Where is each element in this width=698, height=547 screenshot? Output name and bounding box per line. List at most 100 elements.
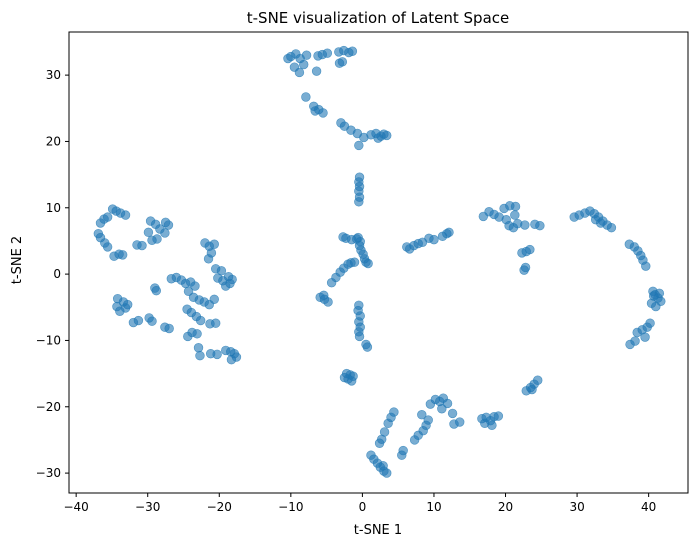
scatter-point: [378, 461, 388, 471]
scatter-point: [651, 301, 661, 312]
scatter-point: [444, 227, 454, 238]
scatter-point: [510, 210, 520, 220]
scatter-point: [442, 398, 453, 409]
scatter-point: [212, 349, 222, 360]
scatter-point: [311, 66, 322, 76]
scatter-point: [192, 329, 202, 339]
scatter-point: [193, 343, 204, 353]
scatter-point: [195, 315, 206, 326]
scatter-point: [417, 410, 427, 420]
scatter-point: [354, 140, 364, 151]
x-axis-label: t-SNE 1: [354, 523, 402, 538]
scatter-point: [203, 254, 214, 264]
scatter-point: [102, 242, 113, 252]
y-tick-label: 20: [46, 134, 61, 148]
y-tick-label: 0: [53, 267, 61, 281]
y-tick-label: −10: [36, 333, 61, 347]
scatter-point: [160, 228, 170, 238]
scatter-point: [423, 415, 433, 425]
scatter-point: [525, 244, 535, 255]
scatter-point: [382, 130, 392, 141]
scatter-point: [447, 408, 458, 419]
chart-title: t-SNE visualization of Latent Space: [247, 9, 510, 27]
x-tick-label: 0: [359, 500, 367, 514]
scatter-point: [654, 288, 665, 299]
scatter-point: [625, 339, 635, 350]
scatter-point: [143, 227, 154, 238]
scatter-point: [347, 46, 358, 56]
x-tick-label: −40: [63, 500, 88, 514]
scatter-point: [351, 234, 362, 244]
y-tick-label: 10: [46, 201, 61, 215]
scatter-point: [510, 201, 521, 212]
scatter-point: [283, 53, 293, 64]
scatter-point: [183, 331, 193, 342]
scatter-point: [183, 286, 194, 297]
scatter-point: [373, 133, 383, 143]
scatter-point: [363, 258, 373, 269]
scatter-point: [147, 316, 157, 326]
scatter-point: [120, 303, 131, 313]
scatter-point: [527, 384, 537, 395]
scatter-point: [397, 450, 407, 460]
scatter-point: [164, 323, 174, 334]
scatter-point: [354, 331, 365, 342]
x-tick-label: −20: [207, 500, 232, 514]
scatter-point: [102, 212, 113, 222]
scatter-point: [641, 261, 651, 271]
scatter-point: [487, 420, 497, 431]
scatter-point: [323, 297, 333, 307]
scatter-point: [225, 278, 235, 289]
x-tick-label: 40: [641, 500, 656, 514]
scatter-point: [209, 294, 219, 305]
scatter-point: [519, 265, 529, 275]
x-tick-label: −10: [278, 500, 303, 514]
scatter-point: [362, 342, 373, 352]
scatter-point: [334, 58, 345, 68]
scatter-point: [535, 220, 545, 231]
scatter-point: [211, 318, 221, 328]
scatter-point: [339, 372, 350, 383]
scatter-point: [374, 438, 385, 448]
x-tick-label: 10: [426, 500, 441, 514]
y-axis-label: t-SNE 2: [10, 236, 25, 284]
y-tick-label: 30: [46, 68, 61, 82]
scatter-point: [493, 411, 504, 421]
scatter-point: [455, 417, 465, 427]
scatter-point: [151, 285, 162, 296]
scatter-point: [383, 418, 393, 429]
y-tick-label: −30: [36, 466, 61, 480]
scatter-point: [226, 354, 237, 365]
scatter-point: [301, 50, 312, 60]
scatter-point: [112, 301, 122, 312]
points-layer: [93, 45, 666, 478]
x-tick-label: −30: [135, 500, 160, 514]
scatter-point: [160, 217, 171, 228]
scatter-point: [147, 235, 157, 245]
scatter-point: [120, 210, 131, 220]
x-tick-label: 20: [498, 500, 513, 514]
scatter-point: [195, 350, 205, 361]
scatter-point: [326, 278, 337, 288]
plot-frame: [68, 31, 689, 494]
scatter-point: [310, 106, 320, 116]
scatter-point: [640, 332, 650, 342]
scatter-point: [289, 62, 300, 72]
scatter-point: [429, 234, 439, 245]
scatter-point: [354, 197, 364, 207]
scatter-point: [301, 92, 311, 102]
scatter-point: [133, 315, 144, 326]
scatter-point: [299, 59, 309, 70]
y-tick-label: −20: [36, 400, 61, 414]
axes-layer: −40 −30 −20 −10 0 10 20 30 40 −30 −20 −10 0 10 20 30: [36, 31, 689, 514]
scatter-point: [318, 108, 328, 118]
scatter-point: [137, 240, 147, 251]
scatter-point: [645, 318, 655, 328]
scatter-point: [190, 281, 200, 291]
scatter-point: [533, 375, 543, 385]
scatter-point: [437, 404, 447, 414]
scatter-point: [520, 220, 530, 230]
scatter-point: [322, 48, 333, 58]
